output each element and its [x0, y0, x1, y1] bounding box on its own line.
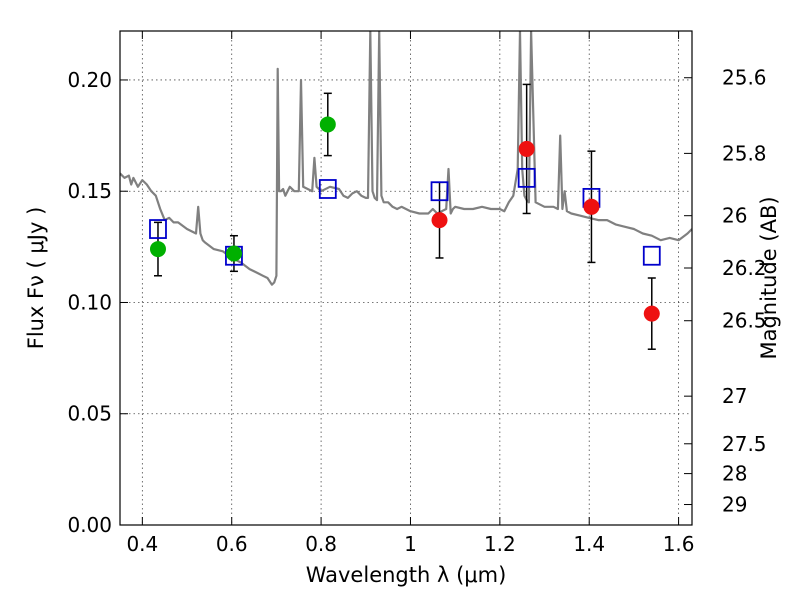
data-markers	[149, 116, 661, 322]
y-axis-label: Flux Fν ( μJy )	[24, 207, 48, 350]
right-tick-label: 29	[722, 493, 747, 517]
right-tick-label: 25.6	[722, 66, 767, 90]
plot-frame	[119, 30, 693, 526]
y-tick-label: 0.05	[67, 402, 112, 426]
x-tick-label: 1.2	[484, 532, 516, 556]
x-axis-label: Wavelength λ (μm)	[306, 563, 507, 587]
x-tick-label: 1.4	[573, 532, 605, 556]
y-tick-label: 0.00	[67, 513, 112, 537]
model-photometry-square	[318, 179, 337, 199]
observed-point-red	[583, 198, 600, 215]
y-tick-label: 0.15	[67, 179, 112, 203]
x-tick-label: 1.6	[663, 532, 695, 556]
observed-point-red	[431, 212, 448, 229]
observed-point-red	[643, 305, 660, 322]
observed-point-green	[149, 241, 166, 258]
x-tick-label: 0.6	[216, 532, 248, 556]
observed-point-red	[518, 140, 535, 157]
y-tick-label: 0.10	[67, 290, 112, 314]
x-tick-label: 0.8	[305, 532, 337, 556]
model-photometry-square	[517, 167, 536, 188]
right-tick-label: 25.8	[722, 141, 767, 165]
right-tick-label: 27.5	[722, 432, 767, 456]
right-axis-label: Magnitude (AB)	[757, 196, 781, 359]
model-photometry-square	[430, 181, 449, 202]
grid-lines	[120, 31, 692, 526]
right-tick-label: 26.5	[722, 309, 767, 333]
plot-area	[120, 31, 692, 286]
y-tick-label: 0.20	[67, 68, 112, 92]
model-spectrum-line	[120, 31, 692, 286]
x-tick-label: 0.4	[126, 532, 158, 556]
right-tick-label: 27	[722, 384, 747, 408]
observed-point-green	[319, 116, 336, 133]
model-photometry-square	[149, 219, 167, 239]
right-tick-label: 26.2	[722, 256, 767, 280]
observed-point-green	[225, 245, 242, 262]
model-photometry-square	[642, 245, 661, 266]
right-tick-label: 28	[722, 462, 747, 486]
right-tick-label: 26	[722, 204, 747, 228]
x-tick-label: 1	[404, 532, 417, 556]
axis-ticks: 0.4 0.6 0.8 1 1.2 1.4 1.6 0.00 0.05 0.10 0.15 0.20 2…	[67, 31, 767, 556]
